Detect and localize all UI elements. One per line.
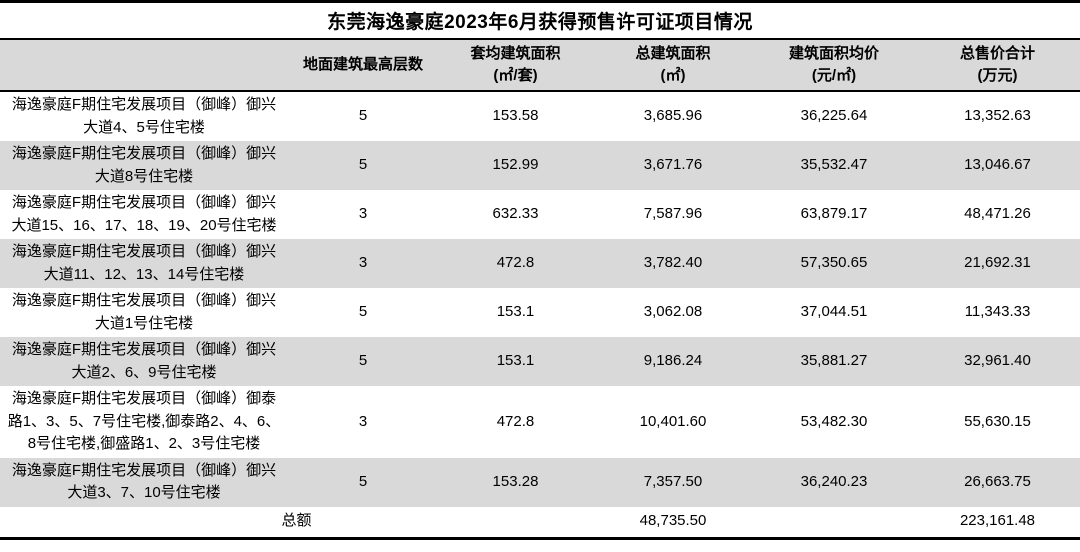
total-area-cell: 3,671.76 (643, 156, 703, 174)
total-area-cell: 3,062.08 (643, 303, 703, 321)
project-cell: 海逸豪庭F期住宅发展项目（御峰）御兴大道2、6、9号住宅楼 (11, 341, 277, 381)
project-cell: 海逸豪庭F期住宅发展项目（御峰）御兴大道11、12、13、14号住宅楼 (11, 243, 277, 283)
total-unit-price-cell (753, 507, 915, 539)
unit-price-cell: 35,881.27 (800, 352, 868, 370)
unit-price-cell: 36,225.64 (800, 107, 868, 125)
floors-cell: 5 (358, 303, 368, 321)
total-price-cell: 13,046.67 (964, 156, 1031, 174)
total-area-cell: 3,685.96 (643, 107, 703, 125)
total-price-cell: 21,692.31 (964, 254, 1031, 272)
page-title: 东莞海逸豪庭2023年6月获得预售许可证项目情况 (327, 12, 753, 33)
floors-cell: 5 (358, 107, 368, 125)
avg-area-cell: 153.58 (492, 107, 539, 125)
header-avg-area-unit: (㎡/套) (493, 67, 538, 84)
total-price-cell: 32,961.40 (964, 352, 1031, 370)
header-avg-area: 套均建筑面积 (㎡/套) (438, 39, 593, 91)
unit-price-cell: 53,482.30 (800, 412, 868, 430)
avg-area-cell: 152.99 (492, 156, 539, 174)
header-unit-price: 建筑面积均价 (元/㎡) (753, 39, 915, 91)
project-cell: 海逸豪庭F期住宅发展项目（御峰）御兴大道15、16、17、18、19、20号住宅… (11, 194, 277, 234)
project-cell: 海逸豪庭F期住宅发展项目（御峰）御泰路1、3、5、7号住宅楼,御泰路2、4、6、… (7, 390, 281, 452)
total-price-cell: 55,630.15 (964, 412, 1031, 430)
floors-cell: 3 (358, 412, 368, 430)
top-border-bar (0, 0, 1080, 3)
floors-cell: 5 (358, 352, 368, 370)
header-total-price-label: 总售价合计 (959, 44, 1035, 62)
total-area-cell: 9,186.24 (643, 352, 703, 370)
avg-area-cell: 472.8 (496, 254, 535, 272)
table-row: 海逸豪庭F期住宅发展项目（御峰）御兴大道1号住宅楼 5 153.1 3,062.08 3… (0, 288, 1080, 337)
header-unit-price-unit: (元/㎡) (811, 67, 857, 84)
header-total-price-unit: (万元) (977, 67, 1018, 84)
total-price-cell: 13,352.63 (964, 107, 1031, 125)
avg-area-cell: 153.1 (496, 303, 535, 321)
avg-area-cell: 472.8 (496, 412, 535, 430)
header-total-area-label: 总建筑面积 (635, 44, 711, 62)
total-price-cell: 11,343.33 (964, 303, 1031, 321)
floors-cell: 3 (358, 205, 368, 223)
table-body: 海逸豪庭F期住宅发展项目（御峰）御兴大道4、5号住宅楼 5 153.58 3,685.… (0, 91, 1080, 507)
header-total-price: 总售价合计 (万元) (915, 39, 1080, 91)
project-cell: 海逸豪庭F期住宅发展项目（御峰）御兴大道4、5号住宅楼 (11, 96, 277, 136)
total-price-cell: 223,161.48 (959, 512, 1036, 530)
floors-cell: 5 (358, 156, 368, 174)
floors-cell: 3 (358, 254, 368, 272)
unit-price-cell: 57,350.65 (800, 254, 868, 272)
total-price-cell: 26,663.75 (964, 472, 1031, 490)
project-cell: 海逸豪庭F期住宅发展项目（御峰）御兴大道3、7、10号住宅楼 (11, 461, 277, 502)
presale-permit-table: 地面建筑最高层数 套均建筑面积 (㎡/套) 总建筑面积 (㎡) 建筑面积均价 (… (0, 38, 1080, 540)
unit-price-cell: 63,879.17 (800, 205, 868, 223)
header-project (0, 39, 288, 91)
unit-price-cell: 37,044.51 (800, 303, 868, 321)
header-total-area-unit: (㎡) (660, 67, 686, 84)
header-row: 地面建筑最高层数 套均建筑面积 (㎡/套) 总建筑面积 (㎡) 建筑面积均价 (… (0, 39, 1080, 91)
total-area-cell: 48,735.50 (639, 512, 707, 530)
header-unit-price-label: 建筑面积均价 (788, 44, 879, 62)
table-row: 海逸豪庭F期住宅发展项目（御峰）御兴大道11、12、13、14号住宅楼 3 472.… (0, 239, 1080, 288)
total-area-cell: 7,587.96 (643, 205, 703, 223)
table-row: 海逸豪庭F期住宅发展项目（御峰）御兴大道15、16、17、18、19、20号住宅… (0, 190, 1080, 239)
unit-price-cell: 35,532.47 (800, 156, 868, 174)
total-row: 总额 48,735.50 223,161.48 (0, 507, 1080, 539)
table-row: 海逸豪庭F期住宅发展项目（御峰）御兴大道2、6、9号住宅楼 5 153.1 9,186… (0, 337, 1080, 386)
total-label-cell: 总额 (281, 512, 312, 530)
table-row: 海逸豪庭F期住宅发展项目（御峰）御泰路1、3、5、7号住宅楼,御泰路2、4、6、… (0, 386, 1080, 458)
floors-cell: 5 (358, 472, 368, 490)
total-price-cell: 48,471.26 (964, 205, 1031, 223)
header-avg-area-label: 套均建筑面积 (470, 44, 561, 62)
avg-area-cell: 153.1 (496, 352, 535, 370)
table-figure: 东莞海逸豪庭2023年6月获得预售许可证项目情况 地面建筑最高层数 套均建筑面积… (0, 0, 1080, 540)
table-row: 海逸豪庭F期住宅发展项目（御峰）御兴大道3、7、10号住宅楼 5 153.28 7,3… (0, 457, 1080, 507)
total-area-cell: 3,782.40 (643, 254, 703, 272)
project-cell: 海逸豪庭F期住宅发展项目（御峰）御兴大道1号住宅楼 (11, 292, 277, 332)
table-row: 海逸豪庭F期住宅发展项目（御峰）御兴大道4、5号住宅楼 5 153.58 3,685.… (0, 91, 1080, 141)
header-total-area: 总建筑面积 (㎡) (593, 39, 753, 91)
header-floors: 地面建筑最高层数 (288, 39, 438, 91)
table-row: 海逸豪庭F期住宅发展项目（御峰）御兴大道8号住宅楼 5 152.99 3,671.76… (0, 141, 1080, 190)
unit-price-cell: 36,240.23 (800, 472, 868, 490)
total-area-cell: 10,401.60 (639, 412, 707, 430)
total-area-cell: 7,357.50 (643, 472, 703, 490)
avg-area-cell: 632.33 (492, 205, 539, 223)
header-floors-label: 地面建筑最高层数 (302, 55, 423, 73)
avg-area-cell: 153.28 (492, 472, 539, 490)
project-cell: 海逸豪庭F期住宅发展项目（御峰）御兴大道8号住宅楼 (11, 145, 277, 185)
